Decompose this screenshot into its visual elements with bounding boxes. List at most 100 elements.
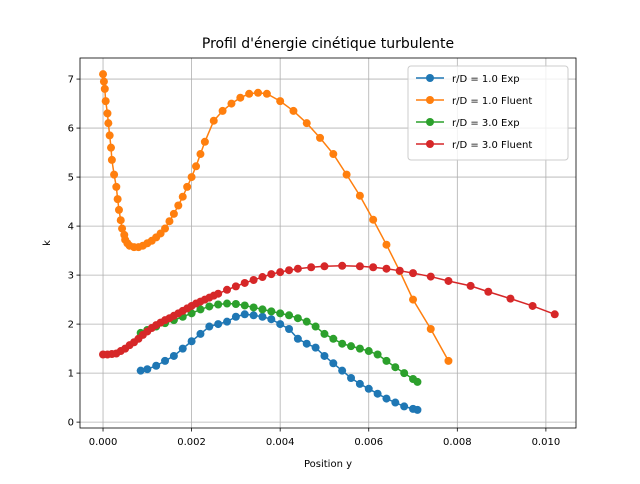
data-point — [187, 337, 196, 346]
x-tick-label: 0.000 — [89, 437, 118, 448]
data-point — [466, 281, 475, 290]
data-point — [267, 307, 276, 316]
data-point — [100, 84, 109, 93]
data-point — [236, 93, 245, 102]
data-point — [395, 266, 404, 275]
data-point — [223, 317, 232, 326]
data-point — [369, 215, 378, 224]
data-point — [245, 89, 254, 98]
data-point — [136, 366, 145, 375]
data-point — [364, 347, 373, 356]
data-point — [329, 150, 338, 159]
data-point — [506, 294, 515, 303]
data-point — [205, 302, 214, 311]
data-point — [373, 389, 382, 398]
x-tick-label: 0.002 — [177, 437, 206, 448]
data-point — [276, 97, 285, 106]
y-tick-label: 1 — [68, 369, 74, 380]
x-tick-label: 0.006 — [354, 437, 383, 448]
data-point — [276, 268, 285, 277]
data-point — [214, 289, 223, 298]
data-point — [413, 405, 422, 414]
data-point — [218, 106, 227, 115]
data-point — [231, 312, 240, 321]
data-point — [99, 70, 108, 79]
data-point — [347, 342, 356, 351]
data-point — [240, 310, 249, 319]
data-point — [231, 282, 240, 291]
legend-box — [407, 65, 569, 161]
data-point — [192, 162, 201, 171]
series-line — [103, 265, 556, 356]
data-point — [338, 339, 347, 348]
data-point — [178, 192, 187, 201]
y-tick-label: 4 — [68, 222, 74, 233]
data-point — [196, 329, 205, 338]
data-point — [227, 99, 236, 108]
data-point — [355, 191, 364, 200]
data-point — [409, 295, 418, 304]
data-point — [107, 143, 115, 152]
data-point — [285, 311, 294, 320]
data-point — [165, 217, 174, 226]
y-tick-label: 0 — [68, 418, 74, 429]
data-point — [258, 273, 267, 282]
data-point — [267, 315, 276, 324]
data-point — [285, 266, 294, 275]
data-point — [276, 309, 285, 318]
chart-title: Profil d'énergie cinétique turbulente — [202, 36, 454, 52]
data-point — [311, 343, 320, 352]
data-point — [382, 264, 391, 273]
data-point — [355, 379, 364, 388]
data-point — [293, 314, 302, 323]
data-point — [302, 119, 311, 128]
data-point — [329, 359, 338, 368]
data-point — [105, 131, 114, 140]
data-point — [258, 305, 267, 314]
data-point — [113, 195, 122, 204]
data-point — [174, 201, 183, 210]
data-point — [196, 305, 205, 314]
data-point — [355, 344, 364, 353]
data-point — [114, 205, 123, 214]
data-point — [391, 398, 400, 407]
data-point — [311, 322, 320, 331]
data-point — [112, 182, 121, 191]
data-point — [400, 369, 409, 378]
data-point — [338, 261, 347, 270]
y-tick-label: 2 — [68, 320, 74, 331]
x-tick-label: 0.008 — [443, 437, 472, 448]
data-point — [110, 170, 119, 179]
data-point — [161, 224, 170, 233]
data-point — [196, 150, 205, 159]
data-point — [528, 301, 537, 310]
data-point — [391, 363, 400, 372]
data-point — [400, 402, 409, 411]
legend-marker — [426, 118, 434, 126]
data-point — [152, 361, 161, 370]
data-point — [116, 216, 125, 225]
y-tick-label: 3 — [68, 271, 74, 282]
data-point — [209, 116, 218, 125]
data-point — [413, 377, 422, 386]
data-point — [329, 334, 338, 343]
data-point — [373, 350, 382, 359]
axes-frame — [79, 57, 577, 429]
data-point — [302, 317, 311, 326]
data-point — [444, 356, 453, 365]
data-point — [104, 119, 113, 128]
data-point — [254, 88, 263, 97]
x-tick-label: 0.010 — [532, 437, 561, 448]
data-point — [320, 351, 329, 360]
data-point — [161, 356, 170, 365]
data-point — [426, 272, 435, 281]
data-point — [183, 182, 192, 191]
data-point — [382, 394, 391, 403]
data-point — [143, 365, 152, 374]
data-point — [249, 276, 258, 284]
data-point — [258, 312, 267, 321]
data-point — [205, 322, 214, 331]
x-axis-label: Position y — [304, 459, 352, 470]
series-line — [102, 74, 450, 362]
data-point — [347, 374, 356, 383]
